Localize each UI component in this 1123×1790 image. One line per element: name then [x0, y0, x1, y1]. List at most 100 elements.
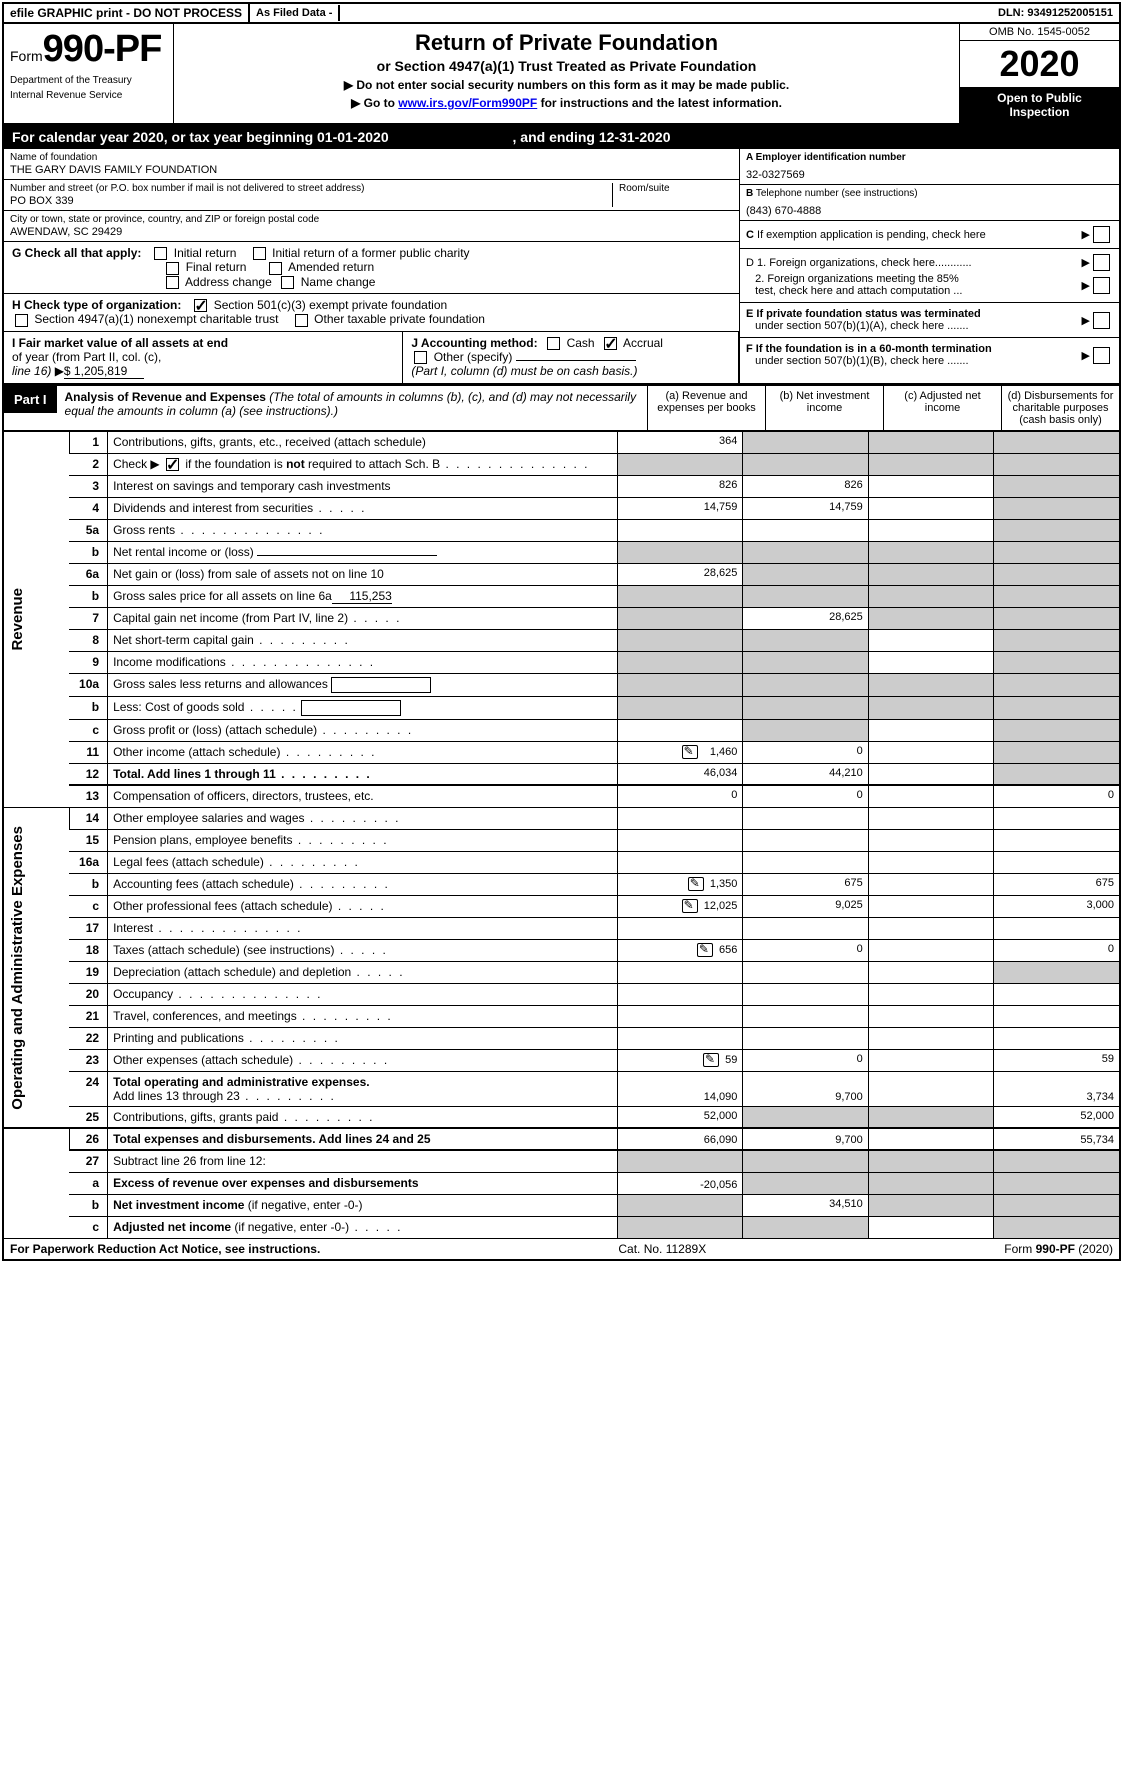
checkbox-initial-former[interactable] — [253, 247, 266, 260]
table-row: 26Total expenses and disbursements. Add … — [4, 1128, 1119, 1150]
header-center: Return of Private Foundation or Section … — [174, 24, 959, 123]
name-lbl: Name of foundation — [10, 152, 733, 163]
checkbox-f[interactable] — [1093, 347, 1110, 364]
table-row: cOther professional fees (attach schedul… — [4, 895, 1119, 917]
tel-cell: B B Telephone number (see instructions)T… — [740, 185, 1119, 221]
table-row: bNet rental income or (loss) — [4, 541, 1119, 563]
dept-2: Internal Revenue Service — [10, 90, 167, 101]
table-row: 18Taxes (attach schedule) (see instructi… — [4, 939, 1119, 961]
title-2: or Section 4947(a)(1) Trust Treated as P… — [182, 58, 951, 74]
table-row: bNet investment income (if negative, ent… — [4, 1194, 1119, 1216]
table-row: 12Total. Add lines 1 through 1146,03444,… — [4, 763, 1119, 785]
table-row: 24Total operating and administrative exp… — [4, 1071, 1119, 1106]
table-row: Revenue 1 Contributions, gifts, grants, … — [4, 431, 1119, 453]
ein-lbl: A Employer identification number — [746, 152, 1113, 163]
part1-desc: Analysis of Revenue and Expenses (The to… — [57, 386, 647, 430]
irs-link[interactable]: www.irs.gov/Form990PF — [398, 96, 537, 110]
title-1: Return of Private Foundation — [182, 30, 951, 56]
pen-icon[interactable] — [703, 1053, 719, 1067]
table-row: bGross sales price for all assets on lin… — [4, 585, 1119, 607]
table-row: 2 Check ▶ if the foundation is not requi… — [4, 453, 1119, 475]
table-row: cAdjusted net income (if negative, enter… — [4, 1216, 1119, 1238]
form-prefix: Form — [10, 48, 43, 64]
table-row: 27Subtract line 26 from line 12: — [4, 1150, 1119, 1172]
tel-val: (843) 670-4888 — [746, 205, 1113, 217]
h-row: H Check type of organization: Section 50… — [4, 293, 739, 331]
header-right: OMB No. 1545-0052 2020 Open to Public In… — [959, 24, 1119, 123]
table-row: Operating and Administrative Expenses 14… — [4, 807, 1119, 829]
side-expenses: Operating and Administrative Expenses — [4, 807, 69, 1128]
info-left: Name of foundation THE GARY DAVIS FAMILY… — [4, 149, 739, 383]
ij-row: I Fair market value of all assets at end… — [4, 331, 739, 383]
table-row: 15Pension plans, employee benefits — [4, 829, 1119, 851]
table-row: 6aNet gain or (loss) from sale of assets… — [4, 563, 1119, 585]
footer-left: For Paperwork Reduction Act Notice, see … — [10, 1242, 320, 1256]
table-row: aExcess of revenue over expenses and dis… — [4, 1172, 1119, 1194]
calyear-b: , and ending 12-31-2020 — [513, 129, 671, 145]
city-lbl: City or town, state or province, country… — [10, 214, 733, 225]
city-cell: City or town, state or province, country… — [4, 211, 739, 242]
checkbox-sch-b[interactable] — [166, 458, 179, 471]
name-val: THE GARY DAVIS FAMILY FOUNDATION — [10, 164, 733, 176]
checkbox-name-change[interactable] — [281, 276, 294, 289]
calendar-year-row: For calendar year 2020, or tax year begi… — [4, 125, 1119, 149]
dept-1: Department of the Treasury — [10, 75, 167, 86]
checkbox-final[interactable] — [166, 262, 179, 275]
checkbox-initial[interactable] — [154, 247, 167, 260]
checkbox-d2[interactable] — [1093, 277, 1110, 294]
checkbox-j-other[interactable] — [414, 351, 427, 364]
table-row: 8Net short-term capital gain — [4, 629, 1119, 651]
checkbox-4947[interactable] — [15, 314, 28, 327]
table-row: 13Compensation of officers, directors, t… — [4, 785, 1119, 807]
checkbox-c[interactable] — [1093, 226, 1110, 243]
omb-no: OMB No. 1545-0052 — [960, 24, 1119, 41]
sub2a: ▶ Go to — [351, 96, 398, 110]
checkbox-addr-change[interactable] — [166, 276, 179, 289]
table-row: 25Contributions, gifts, grants paid52,00… — [4, 1106, 1119, 1128]
ein-cell: A Employer identification number 32-0327… — [740, 149, 1119, 185]
d-cell: D 1. Foreign organizations, check here..… — [740, 249, 1119, 303]
table-row: 22Printing and publications — [4, 1027, 1119, 1049]
c-cell: C If exemption application is pending, c… — [740, 221, 1119, 249]
subtitle-2: ▶ Go to www.irs.gov/Form990PF for instru… — [182, 96, 951, 110]
name-cell: Name of foundation THE GARY DAVIS FAMILY… — [4, 149, 739, 180]
open-to-public: Open to Public Inspection — [960, 87, 1119, 123]
part1-label: Part I — [4, 386, 57, 413]
pen-icon[interactable] — [682, 745, 698, 759]
top-bar: efile GRAPHIC print - DO NOT PROCESS As … — [4, 4, 1119, 24]
checkbox-other-taxable[interactable] — [295, 314, 308, 327]
checkbox-e[interactable] — [1093, 312, 1110, 329]
tax-year: 2020 — [960, 41, 1119, 87]
pen-icon[interactable] — [697, 943, 713, 957]
table-row: 23Other expenses (attach schedule) 59059 — [4, 1049, 1119, 1071]
dln-label: DLN: 93491252005151 — [992, 5, 1119, 21]
side-revenue: Revenue — [4, 431, 69, 807]
g-lbl: G Check all that apply: — [12, 246, 141, 260]
header-left: Form990-PF Department of the Treasury In… — [4, 24, 174, 123]
table-row: 7Capital gain net income (from Part IV, … — [4, 607, 1119, 629]
checkbox-accrual[interactable] — [604, 337, 617, 350]
checkbox-501c3[interactable] — [194, 299, 207, 312]
col-d-head: (d) Disbursements for charitable purpose… — [1001, 386, 1119, 430]
info-grid: Name of foundation THE GARY DAVIS FAMILY… — [4, 149, 1119, 384]
table-row: bAccounting fees (attach schedule) 1,350… — [4, 873, 1119, 895]
asfiled-label: As Filed Data - — [250, 5, 340, 21]
pen-icon[interactable] — [682, 899, 698, 913]
table-row: 3Interest on savings and temporary cash … — [4, 475, 1119, 497]
table-row: 19Depreciation (attach schedule) and dep… — [4, 961, 1119, 983]
i-cell: I Fair market value of all assets at end… — [4, 332, 403, 383]
part1-header: Part I Analysis of Revenue and Expenses … — [4, 384, 1119, 431]
col-c-head: (c) Adjusted net income — [883, 386, 1001, 430]
checkbox-cash[interactable] — [547, 337, 560, 350]
checkbox-d1[interactable] — [1093, 254, 1110, 271]
pen-icon[interactable] — [688, 877, 704, 891]
table-row: 16aLegal fees (attach schedule) — [4, 851, 1119, 873]
ein-val: 32-0327569 — [746, 169, 1113, 181]
room-lbl: Room/suite — [619, 183, 733, 194]
table-row: 9Income modifications — [4, 651, 1119, 673]
e-cell: E If private foundation status was termi… — [740, 303, 1119, 338]
table-row: 5aGross rents — [4, 519, 1119, 541]
footer-center: Cat. No. 11289X — [618, 1242, 706, 1256]
checkbox-amended[interactable] — [269, 262, 282, 275]
form-container: efile GRAPHIC print - DO NOT PROCESS As … — [2, 2, 1121, 1261]
